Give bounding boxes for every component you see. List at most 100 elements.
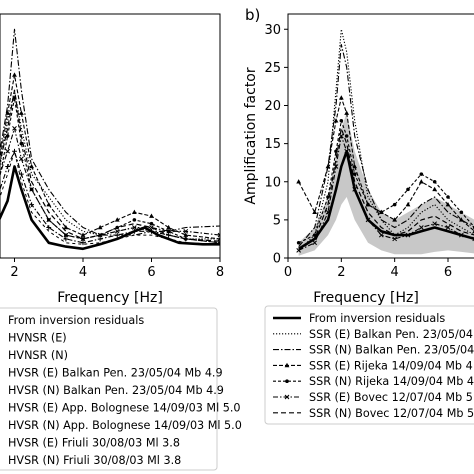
a-series-4-marker (132, 218, 137, 222)
b-series-5-marker (378, 232, 384, 238)
a-series-5-marker (12, 126, 17, 131)
panel-b-y-axis-label: Amplification factor (243, 67, 259, 205)
b-series-5-marker (472, 236, 474, 242)
b-legend-label-0: From inversion residuals (309, 312, 445, 325)
a-series-4-line (0, 97, 220, 244)
panel-b: b) 0 2 4 6 0 5 10 15 20 25 30 Frequency [Hz] Ampl… (243, 6, 474, 425)
a-series-3-marker (80, 232, 86, 237)
a-series-4-marker (19, 141, 24, 146)
b-legend-label-1: SSR (E) Balkan Pen. 23/05/04 (309, 328, 473, 341)
b-series-3-marker (312, 209, 318, 215)
panel-b-lines (296, 28, 474, 253)
b-y-tick-label: 0 (273, 252, 281, 267)
b-series-5-line (298, 135, 474, 251)
a-legend-label-6: HVSR (N) App. Bolognese 14/09/03 Ml 5.0 (8, 419, 242, 432)
a-series-7-line (0, 89, 220, 242)
a-legend-label-4: HVSR (N) Balkan Pen. 23/05/04 Mb 4.9 (8, 384, 224, 397)
panel-a-legend: From inversion residuals HVNSR (E) HVNSR (… (8, 314, 242, 467)
b-y-tick-label: 20 (264, 99, 281, 114)
a-series-5-marker (5, 148, 11, 154)
b-series-4-line (298, 120, 474, 244)
a-series-6-marker (18, 171, 24, 177)
a-series-6-marker (80, 240, 86, 246)
a-legend-label-1: HVNSR (E) (8, 332, 67, 345)
b-series-4-marker (379, 210, 384, 215)
b-x-tick-label: 4 (391, 265, 399, 280)
a-series-1-line (0, 89, 220, 240)
a-series-0-line (0, 165, 220, 251)
b-legend-marker-4 (285, 379, 289, 384)
panel-a-x-ticks: 2 4 6 8 (10, 258, 224, 280)
a-legend-label-5: HVSR (E) App. Bolognese 14/09/03 Ml 5.0 (8, 402, 241, 415)
a-x-tick-label: 8 (216, 265, 224, 280)
b-series-3-marker (445, 202, 451, 207)
b-legend-label-3: SSR (E) Rijeka 14/09/04 Mb 4 (309, 359, 473, 372)
b-series-4-marker (419, 172, 424, 176)
a-series-6-line (0, 150, 220, 244)
panel-a-lines (0, 28, 220, 251)
a-series-3-line (0, 74, 220, 240)
b-series-1-line (298, 28, 474, 251)
a-series-5-marker (183, 228, 189, 234)
a-series-5-marker (63, 232, 69, 238)
b-series-4-marker (339, 118, 344, 123)
a-series-6-marker (149, 228, 154, 234)
b-series-3-marker (432, 186, 438, 192)
a-series-6-marker (5, 164, 11, 169)
a-series-5-marker (18, 156, 24, 162)
a-series-5-marker (29, 187, 34, 192)
b-series-3-marker (405, 202, 411, 207)
a-series-3-marker (12, 72, 17, 77)
a-series-5-marker (149, 225, 154, 230)
a-series-6-marker (63, 236, 69, 242)
a-series-6-marker (217, 240, 220, 246)
a-series-3-marker (131, 209, 137, 215)
b-uncertainty-band (298, 113, 474, 256)
b-legend-marker-5 (284, 394, 290, 400)
b-series-4-marker (406, 187, 410, 192)
a-series-3-marker (97, 224, 103, 230)
panel-b-legend: From inversion residuals SSR (E) Balkan P… (273, 312, 474, 420)
b-series-5-marker (325, 209, 331, 215)
b-legend-label-2: SSR (N) Balkan Pen. 23/05/04 (309, 344, 474, 357)
a-series-6-marker (114, 232, 120, 238)
b-series-3-marker (325, 163, 331, 169)
a-x-tick-label: 4 (79, 265, 87, 280)
a-legend-label-7: HVSR (E) Friuli 30/08/03 Ml 3.8 (8, 437, 180, 450)
b-series-2-line (298, 43, 474, 247)
b-legend-marker-3 (284, 362, 290, 368)
a-legend-label-0: From inversion residuals (8, 314, 144, 327)
panel-a: 2 4 6 8 Frequency [Hz] From inversion resid… (0, 13, 242, 471)
a-series-4-marker (149, 221, 154, 226)
b-series-4-marker (392, 202, 397, 207)
b-series-6-line (298, 127, 474, 251)
a-series-5-marker (166, 228, 171, 234)
b-series-4-marker (432, 179, 437, 184)
b-series-5-marker (405, 232, 411, 238)
panel-b-x-ticks: 0 2 4 6 (284, 258, 452, 280)
panel-b-legend-box (264, 305, 474, 425)
b-series-5-marker (312, 240, 318, 246)
b-series-3-marker (418, 179, 424, 184)
b-series-4-marker (312, 233, 317, 237)
a-legend-label-8: HVSR (N) Friuli 30/08/03 Ml 3.8 (8, 454, 181, 467)
a-series-5-marker (114, 228, 120, 234)
a-legend-label-2: HVNSR (N) (8, 349, 68, 362)
panel-b-band (298, 113, 474, 256)
b-series-3-marker (352, 163, 358, 169)
b-series-4-marker (352, 172, 357, 176)
a-series-3-marker (46, 202, 52, 207)
b-series-5-marker (458, 232, 464, 238)
b-series-5-marker (352, 187, 358, 192)
a-x-tick-label: 2 (10, 265, 18, 280)
b-x-tick-label: 2 (337, 265, 345, 280)
b-y-tick-label: 15 (264, 137, 281, 152)
panel-a-x-axis-label: Frequency [Hz] (57, 290, 163, 306)
b-legend-label-4: SSR (N) Rijeka 14/09/04 Mb 4 (309, 375, 474, 388)
b-series-5-marker (392, 236, 398, 242)
a-series-3-marker (29, 163, 35, 169)
b-series-3-marker (333, 118, 339, 123)
b-series-3-marker (338, 95, 344, 100)
a-series-5-marker (46, 217, 52, 223)
